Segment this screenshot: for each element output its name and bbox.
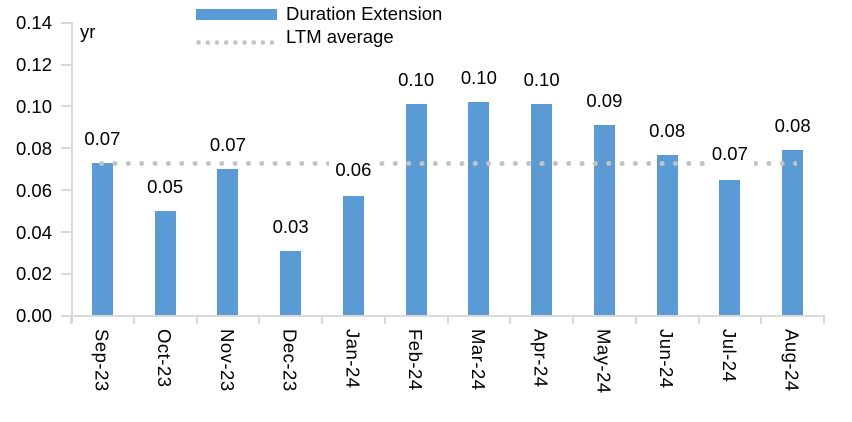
- x-axis-tick: [760, 315, 763, 324]
- y-axis-tick-label: 0.12: [15, 54, 52, 76]
- y-axis-tick: [61, 105, 72, 108]
- bar-data-label: 0.10: [398, 69, 435, 91]
- x-axis-tick: [572, 315, 574, 324]
- y-axis-tick-label: 0.06: [15, 179, 52, 201]
- x-axis-tick: [509, 315, 512, 324]
- x-axis-tick: [321, 315, 323, 324]
- y-axis-tick-label: 0.02: [15, 263, 52, 285]
- y-axis-tick: [61, 272, 72, 275]
- bar-data-label: 0.07: [705, 139, 754, 167]
- bar: [468, 102, 490, 315]
- bar-data-label: 0.08: [649, 119, 686, 141]
- x-axis-category-label: Jun-24: [656, 329, 678, 389]
- x-axis-category-label: Feb-24: [405, 329, 427, 391]
- bar: [719, 179, 741, 315]
- y-axis-tick: [61, 314, 72, 317]
- bar-data-label: 0.09: [586, 90, 623, 112]
- bar: [593, 125, 615, 315]
- bar-data-label: 0.03: [272, 215, 309, 237]
- bar-data-label: 0.05: [147, 176, 184, 198]
- y-axis-tick-label: 0.14: [15, 12, 52, 34]
- ltm-average-line: [95, 159, 797, 167]
- bar: [154, 211, 176, 315]
- bar-data-label: 0.07: [209, 134, 246, 156]
- x-axis-tick: [132, 315, 135, 324]
- bar: [280, 250, 302, 315]
- x-axis-tick: [70, 315, 72, 324]
- bar: [217, 169, 239, 315]
- y-axis-tick-label: 0.08: [15, 137, 52, 159]
- legend-bar-swatch: [196, 9, 277, 20]
- x-axis-category-label: Jul-24: [718, 329, 740, 383]
- x-axis-tick: [383, 315, 386, 324]
- y-axis-tick: [61, 21, 72, 24]
- x-axis-category-label: Mar-24: [467, 329, 489, 391]
- bar-data-label: 0.06: [329, 156, 378, 184]
- x-axis-category-label: Sep-23: [91, 329, 113, 392]
- y-axis-unit-label: yr: [80, 21, 96, 42]
- bar: [656, 154, 678, 315]
- chart-legend: Duration Extension LTM average: [0, 0, 852, 52]
- bar-data-label: 0.08: [774, 115, 811, 137]
- y-axis-tick: [61, 189, 72, 192]
- bar: [531, 104, 553, 315]
- y-axis-tick: [61, 63, 72, 66]
- x-axis-category-label: Dec-23: [279, 329, 301, 392]
- bar: [782, 150, 804, 315]
- bar: [91, 162, 113, 315]
- legend-series-label: Duration Extension: [286, 3, 443, 24]
- x-axis-category-label: Nov-23: [216, 329, 238, 392]
- y-axis-tick: [61, 231, 72, 234]
- x-axis-tick: [823, 315, 825, 324]
- x-axis-category-label: Aug-24: [781, 329, 803, 392]
- x-axis-tick: [258, 315, 261, 324]
- bar-data-label: 0.10: [460, 67, 497, 89]
- bar-data-label: 0.07: [84, 127, 121, 149]
- x-axis-tick: [195, 315, 198, 324]
- x-axis-category-label: Jan-24: [342, 329, 364, 389]
- x-axis-category-label: Apr-24: [530, 329, 552, 388]
- y-axis-tick: [61, 147, 72, 150]
- y-axis-tick-label: 0.00: [15, 305, 52, 327]
- x-axis-tick: [446, 315, 449, 324]
- bar: [405, 104, 427, 315]
- y-axis-line: [71, 22, 73, 323]
- bar: [342, 196, 364, 315]
- x-axis-tick: [697, 315, 700, 324]
- legend-average-label: LTM average: [286, 26, 394, 47]
- y-axis-tick-label: 0.04: [15, 221, 52, 243]
- bar-data-label: 0.10: [523, 69, 560, 91]
- legend-dotted-line-swatch: [194, 40, 277, 45]
- x-axis-category-label: Oct-23: [154, 329, 176, 388]
- y-axis-tick-label: 0.10: [15, 95, 52, 117]
- x-axis-tick: [634, 315, 637, 324]
- x-axis-category-label: May-24: [593, 329, 615, 394]
